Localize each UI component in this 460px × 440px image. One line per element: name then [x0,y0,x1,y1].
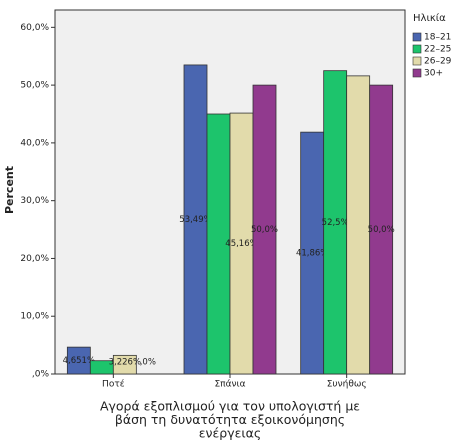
x-axis-title: Αγορά εξοπλισμού για τον υπολογιστή με [100,399,360,414]
legend-swatch [412,68,422,78]
y-tick-label: ,0% [32,370,50,380]
legend-label: 26–29 [424,57,452,67]
value-label: 53,49% [179,215,211,225]
y-tick-label: 60,0% [20,23,49,33]
x-tick-label: Ποτέ [102,379,125,390]
value-label: 3,226% [109,358,141,368]
legend-swatch [412,44,422,54]
y-tick-label: 20,0% [20,254,49,264]
value-label: 50,0% [251,225,278,235]
legend-label: 18–21 [424,33,451,43]
y-tick-label: 30,0% [20,196,49,206]
y-tick-label: 40,0% [20,138,49,148]
x-axis-title: ενέργειας [199,426,261,440]
legend-title: Ηλικία [413,12,446,24]
value-label: 41,86% [296,249,328,259]
x-tick-label: Συνήθως [327,380,367,390]
bar [112,354,137,375]
value-label: 4,651% [63,356,95,366]
value-label: 52,5% [322,218,349,228]
bar [252,84,277,375]
legend-label: 22–25 [424,45,451,55]
bar [346,75,371,375]
legend-swatch [412,32,422,42]
legend-label: 30+ [424,69,443,79]
value-label: ,0% [140,358,156,368]
y-tick-label: 50,0% [20,81,49,91]
bar [369,84,394,375]
value-label: 45,16% [225,239,257,249]
x-tick-label: Σπάνια [214,380,245,390]
y-tick-label: 10,0% [20,312,49,322]
x-axis-title: βάση τη δυνατότητα εξοικονόμησης [115,412,345,427]
legend-swatch [412,56,422,66]
value-label: 50,0% [368,225,395,235]
y-axis-title: Percent [3,166,16,214]
